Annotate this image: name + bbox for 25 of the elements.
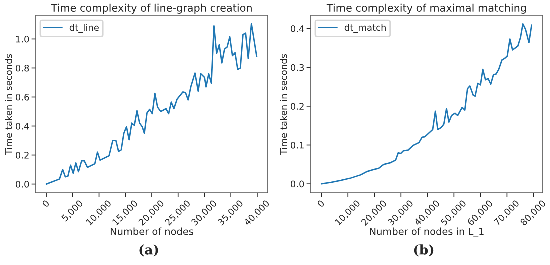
- line-series: [320, 23, 533, 185]
- y-tick-label: 0.0: [16, 181, 30, 188]
- y-tick-label: 1.0: [16, 36, 30, 43]
- y-tick-label: 0.4: [16, 122, 30, 130]
- y-tick-label: 0.1: [290, 142, 304, 149]
- y-tick-label: 0.3: [290, 64, 304, 72]
- x-axis-title: Number of nodes in L_1: [370, 228, 484, 238]
- chart-title: Time complexity of line-graph creation: [51, 4, 252, 14]
- legend-label: dt_line: [70, 24, 99, 34]
- y-tick-label: 0.4: [290, 26, 304, 32]
- y-tick-label: 0.6: [16, 94, 30, 101]
- y-axis-title: Time taken in seconds: [280, 54, 288, 156]
- y-tick-label: 0.2: [16, 152, 29, 159]
- chart-title: Time complexity of maximal matching: [326, 4, 526, 14]
- y-axis-title: Time taken in seconds: [5, 54, 12, 156]
- legend-label: dt_match: [344, 24, 386, 34]
- text: (a): [140, 244, 158, 257]
- x-axis-title: Number of nodes: [110, 228, 194, 236]
- y-tick-label: 0.8: [16, 64, 30, 72]
- text: (b): [414, 244, 434, 257]
- y-tick-label: 0.0: [290, 180, 304, 188]
- x-tick-label: 0: [42, 200, 50, 208]
- y-tick-label: 0.2: [290, 103, 304, 110]
- x-tick-label: 0: [317, 200, 326, 208]
- line-series: [46, 23, 258, 185]
